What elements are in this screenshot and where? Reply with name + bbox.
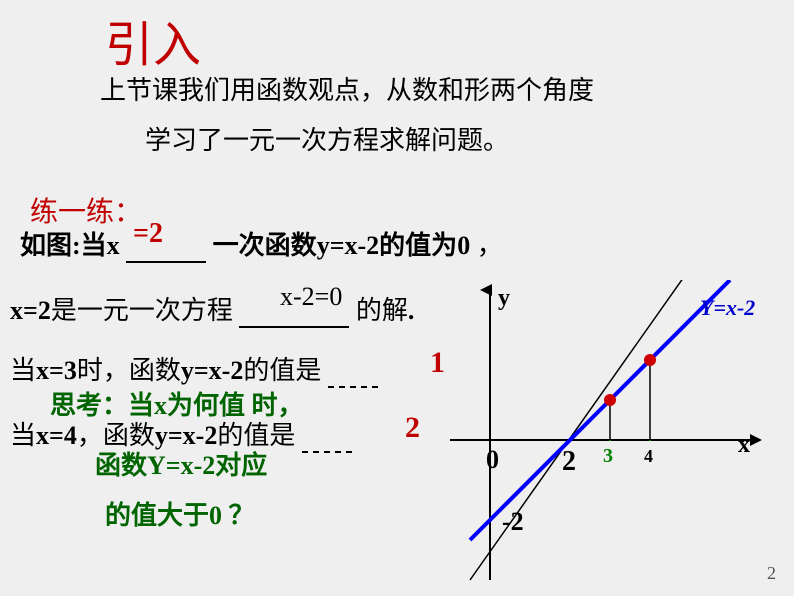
q1-func: y=x-2: [317, 231, 379, 260]
q2-dot: .: [408, 296, 415, 325]
q4-blank: [302, 421, 352, 453]
q1-x: x: [107, 231, 120, 260]
q2-prefix: x=2: [10, 296, 51, 325]
q2-answer: x-2=0: [280, 282, 342, 312]
q3-blank: [328, 356, 378, 388]
svg-text:2: 2: [562, 446, 576, 477]
svg-text:0: 0: [486, 445, 499, 474]
slide-title: 引入: [105, 5, 201, 75]
practice-label: 练一练：: [30, 190, 142, 230]
q3-suffix: 的值是: [243, 356, 321, 385]
question-2: x=2是一元一次方程 的解.: [10, 290, 414, 328]
intro-line-1: 上节课我们用函数观点，从数和形两个角度: [100, 70, 594, 107]
q3-answer: 1: [430, 346, 445, 380]
svg-text:-2: -2: [502, 507, 524, 536]
q4-x: x=4: [36, 421, 77, 450]
q1-suffix-a: 一次函数: [213, 231, 317, 260]
q1-suffix-b: 的值为: [379, 231, 457, 260]
question-1: 如图:当x 一次函数y=x-2的值为0 ，: [20, 225, 503, 263]
svg-text:x: x: [738, 432, 750, 458]
q1-zero: 0: [457, 231, 470, 260]
think-line-3: 的值大于0 ？: [105, 495, 255, 532]
think-1a: 思考：当: [50, 391, 154, 420]
q3-x: x=3: [36, 356, 77, 385]
q2-mid: 是一元一次方程: [51, 296, 233, 325]
svg-text:y: y: [498, 285, 510, 311]
think-1b: x: [154, 391, 167, 420]
think-line-2: 函数Y=x-2对应: [95, 445, 267, 482]
question-3: 当x=3时，函数y=x-2的值是: [10, 350, 378, 388]
function-label: Y=x-2: [700, 295, 755, 321]
q3-mid: 时，函数: [77, 356, 181, 385]
think-line-1: 思考：当x为何值 时，: [50, 385, 304, 422]
q1-comma: ，: [470, 231, 503, 260]
function-graph: y x 0 2 -2 3 4 Y=x-2: [450, 280, 790, 590]
svg-text:3: 3: [603, 445, 613, 467]
graph-svg: y x 0 2 -2 3 4: [450, 280, 790, 590]
think-1c: 为何值 时，: [167, 391, 304, 420]
q1-answer: =2: [133, 218, 163, 250]
q3-func: y=x-2: [181, 356, 243, 385]
intro-line-2: 学习了一元一次方程求解问题。: [145, 120, 509, 157]
q4-answer: 2: [405, 411, 420, 445]
q1-prefix: 如图:当: [20, 231, 107, 260]
q3-prefix: 当: [10, 356, 36, 385]
q2-suffix: 的解: [356, 296, 408, 325]
q4-prefix: 当: [10, 421, 36, 450]
svg-text:4: 4: [644, 446, 653, 466]
